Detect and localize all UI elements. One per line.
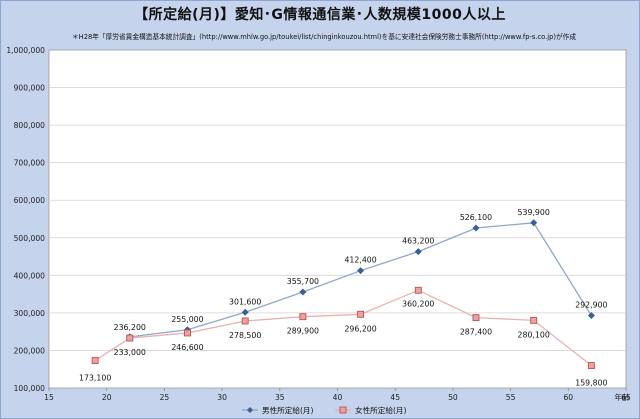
plot-area [48,49,627,389]
y-axis-ticks: 100,000 200,000 300,000 400,000 500,000 600,0… [6,46,45,393]
x-tick-label: 55 [506,393,516,402]
male-data-label: 301,600 [229,297,261,306]
legend-marker [339,406,347,414]
male-data-label: 526,100 [460,213,492,222]
male-data-point [414,248,422,256]
y-tick-label: 400,000 [14,271,46,280]
female-data-point [241,317,249,325]
male-data-label: 463,200 [402,237,434,246]
male-data-label: 539,900 [518,208,550,217]
y-tick-label: 1,000,000 [6,46,45,55]
x-tick-label: 50 [448,393,458,402]
female-data-label: 159,800 [575,379,607,388]
female-data-point [472,314,480,322]
y-tick-label: 300,000 [14,309,46,318]
female-data-label: 296,200 [344,324,376,333]
x-tick-label: 40 [333,393,343,402]
y-tick-label: 700,000 [14,159,46,168]
female-series-line [94,289,592,367]
series-markers [91,219,595,369]
x-tick-label: 20 [102,393,112,402]
female-data-label: 289,900 [287,327,319,336]
gridlines [49,87,626,351]
male-data-point [530,219,538,227]
data-labels: 236,200 255,000 301,600 355,700 412,400 463,2… [79,208,608,388]
x-axis-ticks: 15 20 25 30 35 40 45 50 55 60 65 [44,388,631,402]
female-data-label: 287,400 [460,328,492,337]
legend-marker [247,407,253,413]
female-data-point [126,334,134,342]
legend-label: 男性所定給(月) [262,405,314,415]
y-tick-label: 800,000 [14,121,46,130]
x-tick-label: 25 [160,393,170,402]
female-data-point [184,329,191,337]
male-data-label: 292,900 [575,301,607,310]
female-data-point [414,286,422,294]
y-tick-label: 200,000 [14,346,46,355]
female-data-point [530,316,538,324]
x-tick-label: 45 [390,393,400,402]
female-data-label: 280,100 [518,330,550,339]
legend-label: 女性所定給(月) [355,405,407,415]
female-data-label: 173,100 [79,374,111,383]
male-data-point [472,224,480,232]
female-data-label: 246,600 [171,343,203,352]
male-data-label: 236,200 [114,323,146,332]
female-data-point [587,362,595,369]
x-tick-label: 30 [217,393,227,402]
female-data-label: 360,200 [402,299,434,308]
chart-title: 【所定給(月)】愛知･G情報通信業･人数規模1000人以上 [134,7,506,23]
x-axis-label: 年齢 [614,392,630,402]
male-data-point [357,267,365,275]
female-data-point [91,357,99,364]
y-tick-label: 900,000 [14,84,46,93]
x-tick-label: 35 [275,393,285,402]
y-tick-label: 500,000 [14,234,46,243]
female-data-label: 233,000 [114,348,146,357]
x-tick-label: 60 [563,393,573,402]
male-data-point [299,288,307,296]
male-data-point [241,308,249,316]
chart-source-note: ＊H28年「厚労省賃金構造基本統計調査」(http://www.mhlw.go.… [72,33,577,41]
female-data-point [357,310,365,318]
y-tick-label: 100,000 [14,384,46,393]
x-tick-label: 65 [621,393,631,402]
legend: 男性所定給(月) 女性所定給(月) [242,405,407,415]
male-data-label: 355,700 [287,277,319,286]
y-tick-label: 600,000 [14,196,46,205]
male-data-point [587,312,595,320]
x-tick-label: 15 [44,393,54,402]
male-data-label: 255,000 [171,315,203,324]
female-data-label: 278,500 [229,331,261,340]
male-data-label: 412,400 [344,256,376,265]
female-data-point [299,313,307,321]
